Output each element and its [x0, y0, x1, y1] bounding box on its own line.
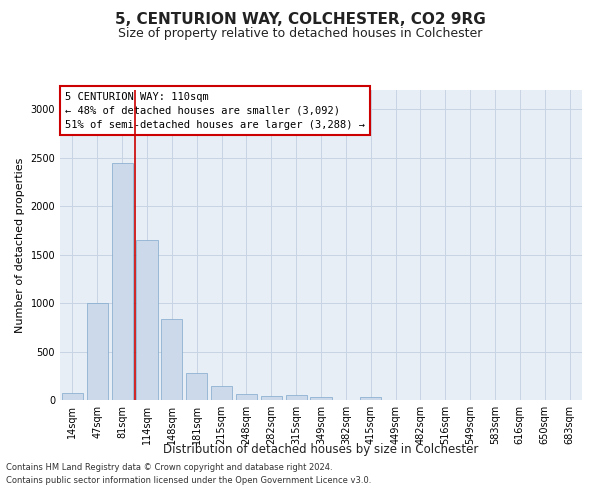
Bar [161, 318, 182, 400]
Text: Distribution of detached houses by size in Colchester: Distribution of detached houses by size … [163, 442, 479, 456]
Text: 5 CENTURION WAY: 110sqm
← 48% of detached houses are smaller (3,092)
51% of semi: 5 CENTURION WAY: 110sqm ← 48% of detache… [65, 92, 365, 130]
Bar [286, 395, 307, 400]
Bar [310, 396, 332, 400]
Bar [87, 303, 108, 400]
Bar [112, 162, 133, 400]
Bar [62, 392, 83, 400]
Bar [261, 396, 282, 400]
Bar [186, 373, 207, 400]
Text: 5, CENTURION WAY, COLCHESTER, CO2 9RG: 5, CENTURION WAY, COLCHESTER, CO2 9RG [115, 12, 485, 28]
Text: Contains HM Land Registry data © Crown copyright and database right 2024.: Contains HM Land Registry data © Crown c… [6, 464, 332, 472]
Bar [236, 394, 257, 400]
Bar [211, 386, 232, 400]
Bar [136, 240, 158, 400]
Bar [360, 397, 381, 400]
Text: Size of property relative to detached houses in Colchester: Size of property relative to detached ho… [118, 28, 482, 40]
Text: Contains public sector information licensed under the Open Government Licence v3: Contains public sector information licen… [6, 476, 371, 485]
Y-axis label: Number of detached properties: Number of detached properties [15, 158, 25, 332]
